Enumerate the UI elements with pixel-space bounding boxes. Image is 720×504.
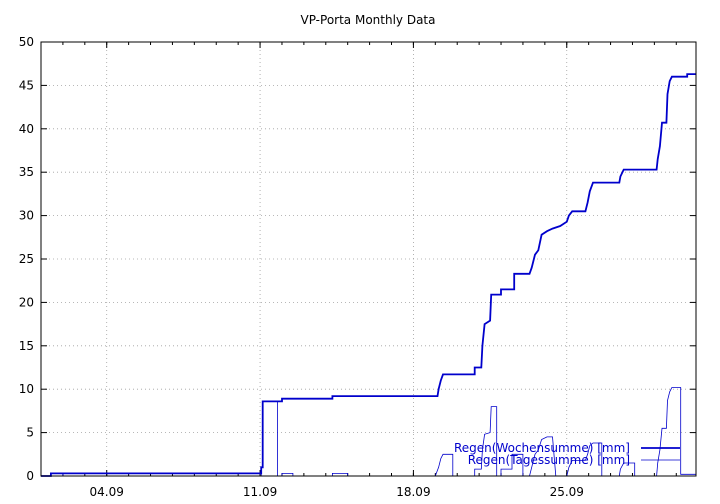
y-tick-label: 30 [19,209,34,223]
y-tick-label: 15 [19,339,34,353]
y-tick-label: 10 [19,382,34,396]
chart-title: VP-Porta Monthly Data [301,13,436,27]
y-tick-label: 20 [19,295,34,309]
plot-area-border [40,41,697,477]
y-tick-label: 50 [19,35,34,49]
chart-grid [41,42,696,476]
legend-label: Regen(Wochensumme) [mm] [454,441,630,455]
y-tick-label: 25 [19,252,34,266]
y-tick-label: 0 [26,469,34,483]
y-tick-label: 35 [19,165,34,179]
x-tick-label: 25.09 [550,485,584,499]
series-line-1 [41,387,696,477]
chart-legend: Regen(Wochensumme) [mm]Regen(Tagessumme)… [454,441,680,467]
series-line-0 [41,73,696,477]
y-tick-label: 45 [19,78,34,92]
chart-series [41,73,696,477]
y-tick-label: 5 [26,426,34,440]
x-tick-label: 11.09 [243,485,277,499]
x-tick-label: 18.09 [396,485,430,499]
y-tick-label: 40 [19,122,34,136]
x-tick-label: 04.09 [90,485,124,499]
chart-ticks: 0 5 10 15 20 25 30 35 40 45 50 04.09 11.09 18.09 25.09 [19,35,696,499]
legend-label: Regen(Tagessumme) [mm] [468,453,630,467]
